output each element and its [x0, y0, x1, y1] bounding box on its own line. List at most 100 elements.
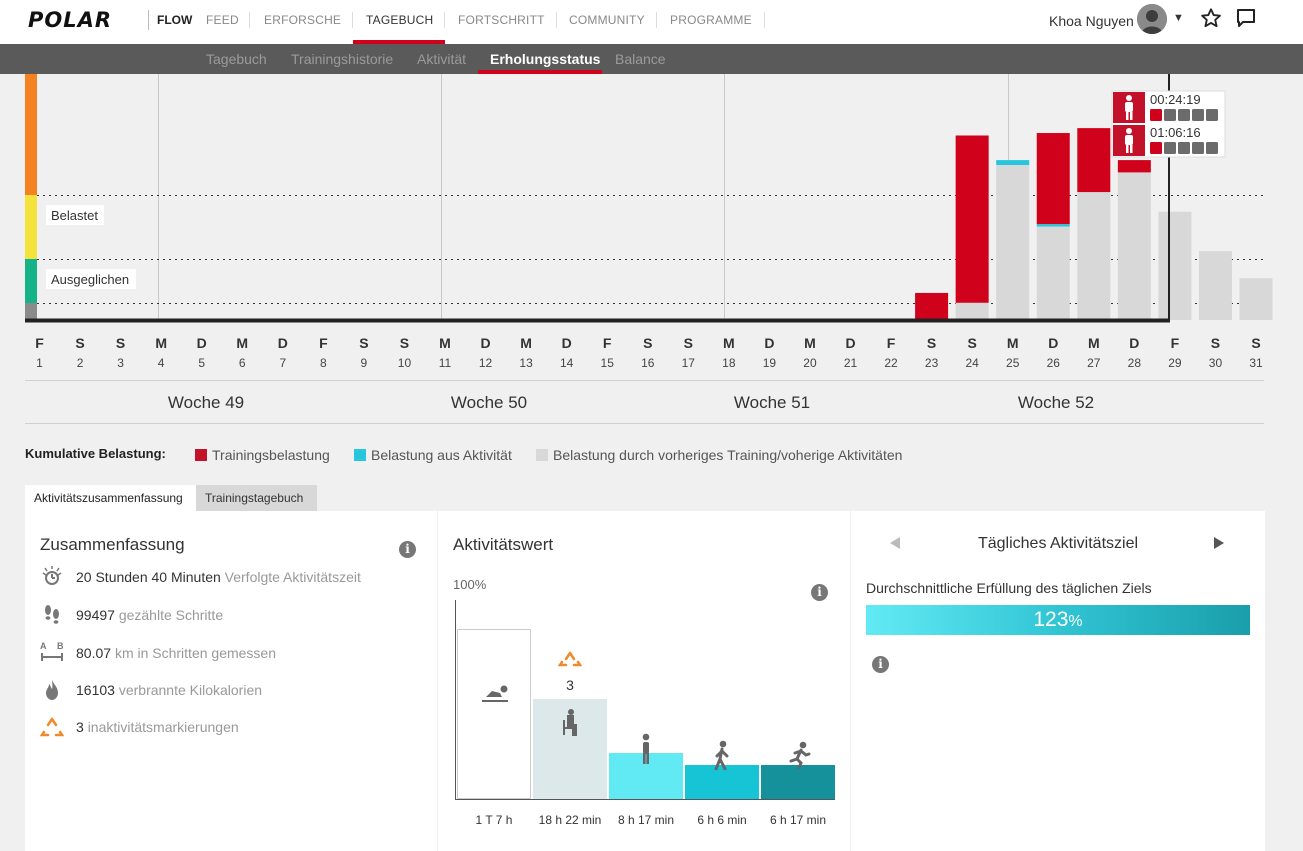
user-name[interactable]: Khoa Nguyen: [1049, 13, 1134, 29]
previous-arrow-icon[interactable]: [889, 536, 901, 550]
activity-bar[interactable]: [457, 629, 531, 799]
previous-load-bar[interactable]: [1239, 278, 1273, 320]
activity-bar[interactable]: [685, 765, 759, 799]
day-letter: S: [927, 335, 936, 351]
activity-load-bar[interactable]: [996, 160, 1030, 166]
tooltip-level-indicator: [1150, 142, 1218, 154]
day-number: 14: [560, 356, 574, 370]
info-icon[interactable]: i: [872, 656, 889, 673]
zone-label-box: [46, 205, 104, 225]
summary-row: 3 inaktivitätsmarkierungen: [40, 715, 420, 739]
steps-label: gezählte Schritte: [118, 607, 224, 623]
day-letter: S: [967, 335, 976, 351]
tooltip-level-segment: [1192, 109, 1204, 121]
zone-strip-overload: [25, 74, 37, 195]
subnav-aktivitaet[interactable]: Aktivität: [417, 51, 467, 67]
summary-title: Zusammenfassung: [40, 535, 185, 554]
nav-erforsche[interactable]: ERFORSCHE: [264, 13, 342, 27]
training-load-bar[interactable]: [1036, 133, 1070, 225]
favorites-star-icon[interactable]: [1200, 7, 1222, 34]
inactivity-label: inaktivitätsmarkierungen: [87, 719, 239, 735]
day-letter: F: [603, 335, 612, 351]
day-letter: D: [278, 335, 288, 351]
activity-bar-label: 8 h 17 min: [617, 813, 675, 827]
activity-bar[interactable]: [761, 765, 835, 799]
chart-bars: [915, 128, 1273, 320]
nav-fortschritt[interactable]: FORTSCHRITT: [458, 13, 545, 27]
activity-load-bar[interactable]: [1036, 224, 1070, 227]
day-number: 22: [884, 356, 898, 370]
training-load-bar[interactable]: [1077, 128, 1111, 193]
inactivity-count: 3: [566, 677, 574, 693]
zone-label-belastet: Belastet: [51, 208, 98, 223]
steps-value: 99497: [76, 607, 115, 623]
day-number: 11: [439, 356, 452, 370]
previous-load-bar[interactable]: [1036, 226, 1070, 320]
daily-goal-panel: Tägliches Aktivitätsziel Durchschnittlic…: [851, 511, 1265, 851]
tab-training-diary[interactable]: Trainingstagebuch: [196, 485, 317, 511]
day-number: 28: [1128, 356, 1142, 370]
day-letter: D: [764, 335, 774, 351]
info-icon[interactable]: i: [399, 541, 416, 558]
nav-programme[interactable]: PROGRAMME: [670, 13, 752, 27]
avatar[interactable]: [1137, 4, 1167, 34]
svg-text:B: B: [57, 641, 64, 651]
nav-divider: [444, 12, 445, 28]
svg-text:A: A: [40, 641, 47, 651]
tooltip-time-2: 01:06:16: [1150, 125, 1201, 140]
week-label: Woche 52: [1018, 393, 1094, 412]
zone-strip-balanced: [25, 259, 37, 303]
nav-divider: [352, 12, 353, 28]
training-load-bar[interactable]: [915, 292, 949, 320]
day-letter: S: [75, 335, 84, 351]
previous-load-bar[interactable]: [1158, 211, 1192, 320]
flow-label: FLOW: [157, 13, 193, 27]
messages-icon[interactable]: [1236, 8, 1256, 33]
day-number: 31: [1249, 356, 1263, 370]
activity-panel: Aktivitätswert 100% i 3 1 T 7 h 18 h 22 …: [438, 511, 850, 851]
previous-load-bar[interactable]: [1117, 172, 1151, 320]
training-load-bar[interactable]: [955, 135, 989, 303]
activity-bar-label: 6 h 17 min: [769, 813, 827, 827]
nav-feed[interactable]: FEED: [206, 13, 239, 27]
tab-activity-summary[interactable]: Aktivitätszusammenfassung: [25, 485, 196, 511]
subnav-erholungsstatus[interactable]: Erholungsstatus: [490, 51, 601, 67]
day-axis: F 1 S 2 S 3 M 4 D 5 M 6 D 7 F 8 S 9 S 10 M 11 D 12 M 13 D 14 F 15 S 16 S…: [35, 335, 1263, 370]
legend-activity: Belastung aus Aktivität: [371, 447, 512, 463]
zone-label-box: [46, 269, 136, 289]
training-tooltip[interactable]: 00:24:19 01:06:16: [1111, 90, 1226, 158]
info-icon[interactable]: i: [811, 584, 828, 601]
next-arrow-icon[interactable]: [1213, 536, 1225, 550]
legend-previous: Belastung durch vorheriges Training/vohe…: [553, 447, 903, 463]
activity-x-axis: [455, 799, 835, 800]
nav-tagebuch[interactable]: TAGEBUCH: [366, 13, 434, 27]
day-number: 30: [1209, 356, 1223, 370]
previous-load-bar[interactable]: [996, 165, 1030, 320]
tooltip-level-segment: [1164, 109, 1176, 121]
subnav-tagebuch[interactable]: Tagebuch: [206, 51, 267, 67]
day-number: 19: [763, 356, 777, 370]
subnav-balance[interactable]: Balance: [615, 51, 666, 67]
activity-bar[interactable]: [609, 753, 683, 799]
daily-goal-value: 123%: [1033, 608, 1083, 631]
calories-icon: [46, 680, 58, 700]
previous-load-bar[interactable]: [1198, 251, 1232, 320]
previous-load-bar[interactable]: [955, 302, 989, 320]
day-letter: S: [1211, 335, 1220, 351]
tooltip-level-segment: [1178, 142, 1190, 154]
day-letter: F: [887, 335, 896, 351]
day-letter: M: [520, 335, 532, 351]
day-letter: D: [845, 335, 855, 351]
polar-logo[interactable]: POLAR: [28, 8, 113, 32]
day-number: 12: [479, 356, 493, 370]
training-load-bar[interactable]: [1117, 160, 1151, 173]
user-menu-caret-icon[interactable]: ▼: [1173, 12, 1184, 24]
tooltip-level-indicator: [1150, 109, 1218, 121]
day-number: 25: [1006, 356, 1020, 370]
day-letter: M: [723, 335, 735, 351]
walking-icon: [714, 740, 729, 770]
previous-load-bar[interactable]: [1077, 192, 1111, 320]
nav-community[interactable]: COMMUNITY: [569, 13, 645, 27]
subnav-trainingshistorie[interactable]: Trainingshistorie: [291, 51, 394, 67]
tooltip-level-segment: [1150, 109, 1162, 121]
